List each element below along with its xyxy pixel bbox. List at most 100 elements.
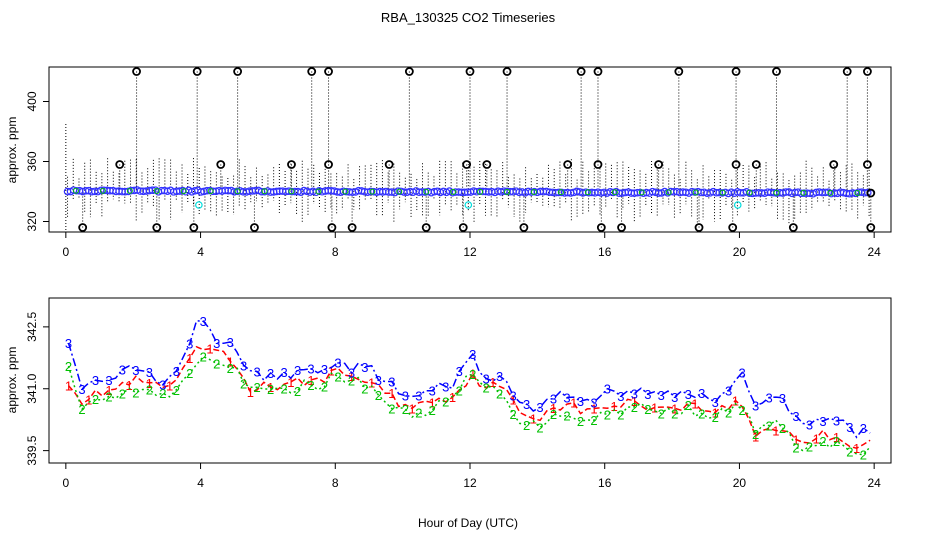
top-x-tick-label: 20: [733, 245, 747, 259]
series-2-label: 2: [725, 405, 732, 420]
series-2-label: 2: [456, 384, 463, 399]
top-spike-point: [617, 223, 626, 232]
top-x-tick-label: 8: [332, 245, 339, 259]
top-baseline-accent: [692, 189, 699, 196]
series-2-label: 2: [617, 408, 624, 423]
top-baseline-accent: [288, 188, 295, 195]
series-1-label: 1: [752, 429, 759, 444]
series-3-label: 3: [550, 392, 557, 407]
series-2-label: 2: [685, 398, 692, 413]
top-x-tick-label: 16: [598, 245, 612, 259]
bottom-x-tick-label: 8: [332, 476, 339, 490]
top-x-tick-label: 24: [867, 245, 881, 259]
bottom-x-tick-label: 16: [598, 476, 612, 490]
top-spike-point: [593, 160, 603, 169]
series-1-label: 1: [570, 396, 577, 411]
series-1-label: 1: [712, 406, 719, 421]
series-3-label: 3: [442, 380, 449, 395]
top-spike-point: [384, 160, 394, 169]
top-spike-point: [866, 223, 876, 232]
series-3-label: 3: [509, 389, 516, 404]
series-1-line: [67, 345, 871, 449]
series-2-label: 2: [604, 408, 611, 423]
series-3-label: 3: [698, 386, 705, 401]
series-1-label: 1: [388, 386, 395, 401]
top-spike-point: [250, 223, 259, 232]
series-2-label: 2: [415, 405, 422, 420]
series-2-label: 2: [442, 395, 449, 410]
top-baseline-accent: [638, 189, 645, 196]
series-2-label: 2: [119, 386, 126, 401]
top-baseline-accent: [99, 187, 106, 194]
top-baseline-accent: [584, 189, 591, 196]
series-2-label: 2: [523, 418, 530, 433]
series-2-label: 2: [806, 439, 813, 454]
series-2-label: 2: [213, 357, 220, 372]
series-3-label: 3: [294, 363, 301, 378]
series-3-label: 3: [334, 355, 341, 370]
series-3-label: 3: [563, 390, 570, 405]
top-x-tick-label: 4: [197, 245, 204, 259]
series-2-label: 2: [590, 413, 597, 428]
series-3-label: 3: [712, 395, 719, 410]
series-1-label: 1: [489, 375, 496, 390]
series-1-label: 1: [186, 351, 193, 366]
top-spike-point: [563, 160, 573, 169]
series-1-label: 1: [65, 379, 72, 394]
top-spike-point: [751, 160, 761, 169]
top-baseline-accent: [396, 188, 403, 195]
series-2-label: 2: [159, 386, 166, 401]
series-2-label: 2: [334, 369, 341, 384]
series-2-label: 2: [563, 409, 570, 424]
top-spike-point: [458, 223, 468, 232]
series-2-label: 2: [375, 388, 382, 403]
top-spike-point: [829, 160, 839, 169]
top-baseline-accent: [261, 188, 268, 195]
series-2-label: 2: [536, 420, 543, 435]
series-3-label: 3: [456, 364, 463, 379]
top-spike-point: [132, 67, 141, 76]
series-1-label: 1: [126, 378, 133, 393]
series-3-label: 3: [806, 418, 813, 433]
series-2-label: 2: [105, 389, 112, 404]
series-1-label: 1: [590, 402, 597, 417]
series-1-label: 1: [611, 399, 618, 414]
series-3-label: 3: [671, 390, 678, 405]
bottom-y-axis-label: approx. ppm: [5, 347, 19, 414]
top-baseline-accent: [530, 189, 537, 196]
figure-title: RBA_130325 CO2 Timeseries: [381, 10, 556, 25]
top-spike-point: [593, 67, 603, 76]
top-spike-point: [728, 223, 738, 232]
series-1-label: 1: [651, 401, 658, 416]
series-1-label: 1: [813, 432, 820, 447]
series-3-label: 3: [739, 366, 746, 381]
top-cyan-point: [464, 201, 473, 209]
series-3-label: 3: [213, 336, 220, 351]
series-3-label: 3: [590, 395, 597, 410]
series-2-label: 2: [227, 361, 234, 376]
series-3-label: 3: [200, 314, 207, 329]
series-2-label: 2: [78, 402, 85, 417]
bottom-x-tick-label: 24: [867, 476, 881, 490]
top-cyan-point: [195, 201, 203, 209]
top-baseline-accent: [477, 188, 484, 195]
series-2-label: 2: [752, 427, 759, 442]
top-baseline-accent: [369, 188, 376, 195]
top-spike-point: [519, 223, 529, 232]
top-y-axis-label: approx. ppm: [5, 117, 19, 184]
series-1-label: 1: [227, 354, 234, 369]
top-spike-point: [731, 160, 741, 169]
top-baseline-accent: [126, 187, 133, 194]
top-spike-point: [674, 67, 684, 76]
series-3-label: 3: [280, 365, 287, 380]
top-baseline-accent: [234, 188, 241, 195]
series-2-label: 2: [509, 407, 516, 422]
series-2-label: 2: [658, 406, 665, 421]
series-2-label: 2: [388, 402, 395, 417]
series-2-label: 2: [712, 410, 719, 425]
series-3-label: 3: [685, 387, 692, 402]
series-3-label: 3: [469, 347, 476, 362]
series-3-label: 3: [429, 384, 436, 399]
series-3-label: 3: [833, 414, 840, 429]
